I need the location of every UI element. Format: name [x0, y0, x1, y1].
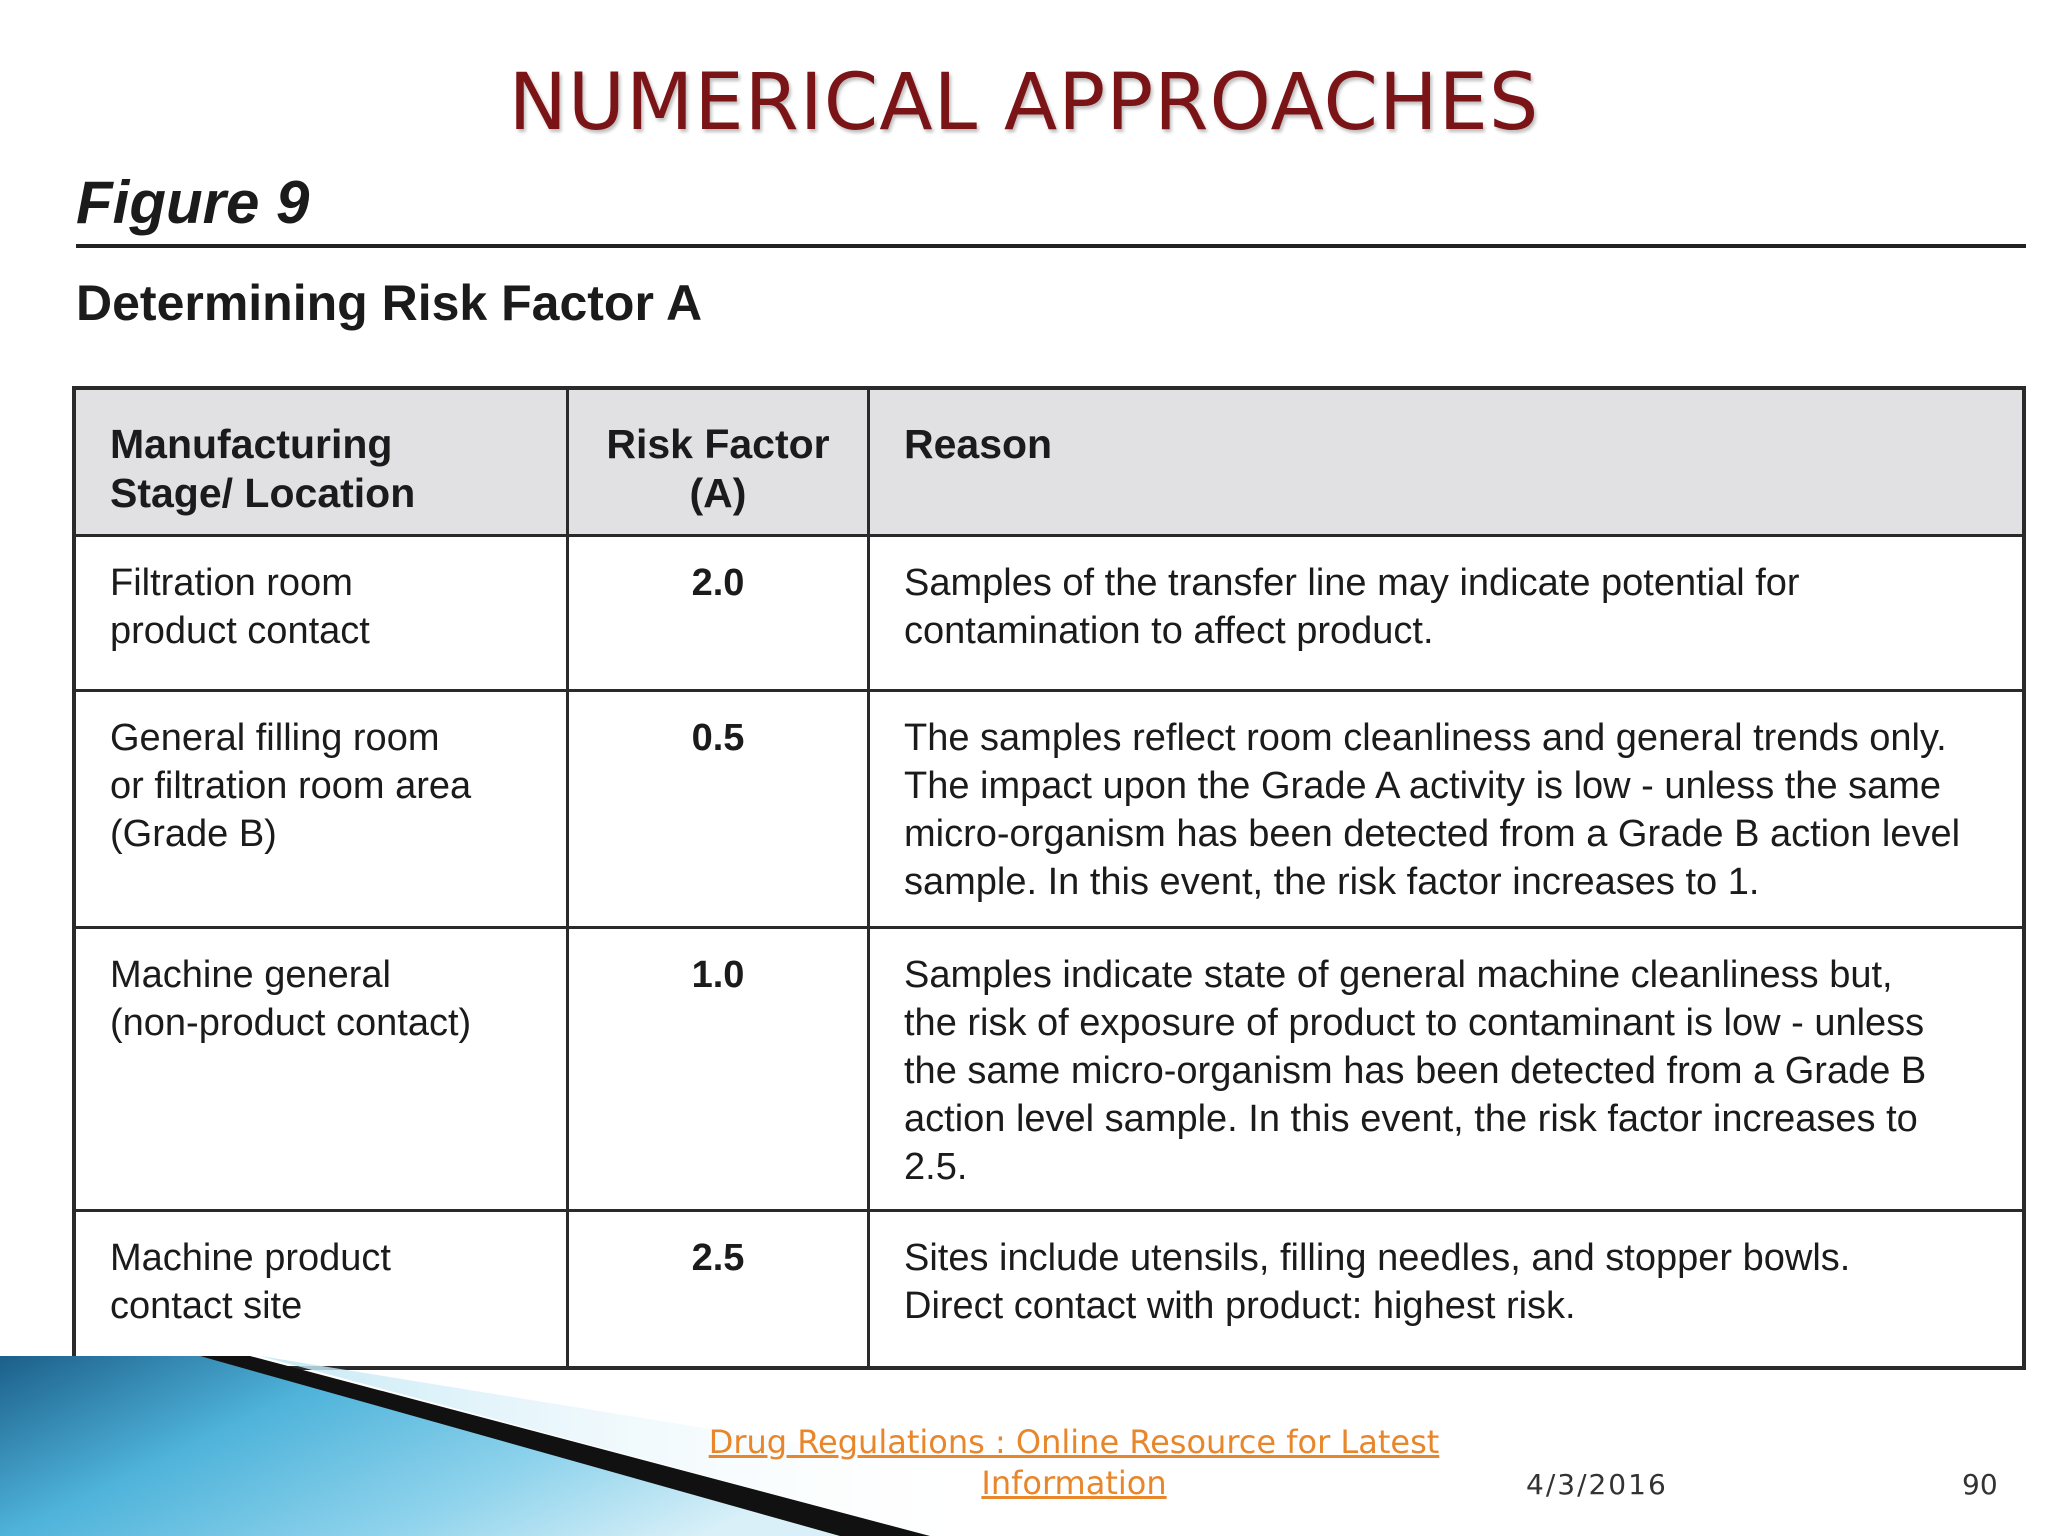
table-row: Machine general (non-product contact) 1.… — [72, 926, 2026, 1212]
header-stage: Manufacturing Stage/ Location — [72, 386, 569, 537]
stage-cell: Machine product contact site — [72, 1209, 569, 1370]
footer-decoration — [0, 1356, 1000, 1536]
figure-subtitle: Determining Risk Factor A — [76, 275, 703, 331]
stage-cell: Machine general (non-product contact) — [72, 926, 569, 1212]
table-header-row: Manufacturing Stage/ Location Risk Facto… — [72, 386, 2026, 537]
table-row: Filtration room product contact 2.0 Samp… — [72, 534, 2026, 692]
table-row: General filling room or filtration room … — [72, 689, 2026, 929]
reason-cell: Samples indicate state of general machin… — [867, 926, 2026, 1212]
header-risk-factor: Risk Factor (A) — [566, 386, 870, 537]
footer-page-number: 90 — [1962, 1468, 1998, 1501]
header-reason: Reason — [867, 386, 2026, 537]
footer-resource-link[interactable]: Drug Regulations : Online Resource for L… — [708, 1423, 1440, 1502]
risk-factor-table: Manufacturing Stage/ Location Risk Facto… — [72, 386, 2026, 1370]
risk-factor-cell: 1.0 — [566, 926, 870, 1212]
footer-light-band — [260, 1356, 1000, 1536]
reason-cell: The samples reflect room cleanliness and… — [867, 689, 2026, 929]
risk-factor-cell: 0.5 — [566, 689, 870, 929]
footer-black-stripe — [200, 1356, 930, 1536]
footer-date: 4/3/2016 — [1526, 1468, 1668, 1501]
figure-label: Figure 9 — [76, 169, 310, 236]
reason-cell: Samples of the transfer line may indicat… — [867, 534, 2026, 692]
table-row: Machine product contact site 2.5 Sites i… — [72, 1209, 2026, 1370]
stage-cell: General filling room or filtration room … — [72, 689, 569, 929]
risk-factor-cell: 2.0 — [566, 534, 870, 692]
stage-cell: Filtration room product contact — [72, 534, 569, 692]
reason-cell: Sites include utensils, filling needles,… — [867, 1209, 2026, 1370]
figure-divider — [76, 244, 2026, 248]
slide-title: NUMERICAL APPROACHES — [508, 58, 1540, 148]
risk-factor-cell: 2.5 — [566, 1209, 870, 1370]
